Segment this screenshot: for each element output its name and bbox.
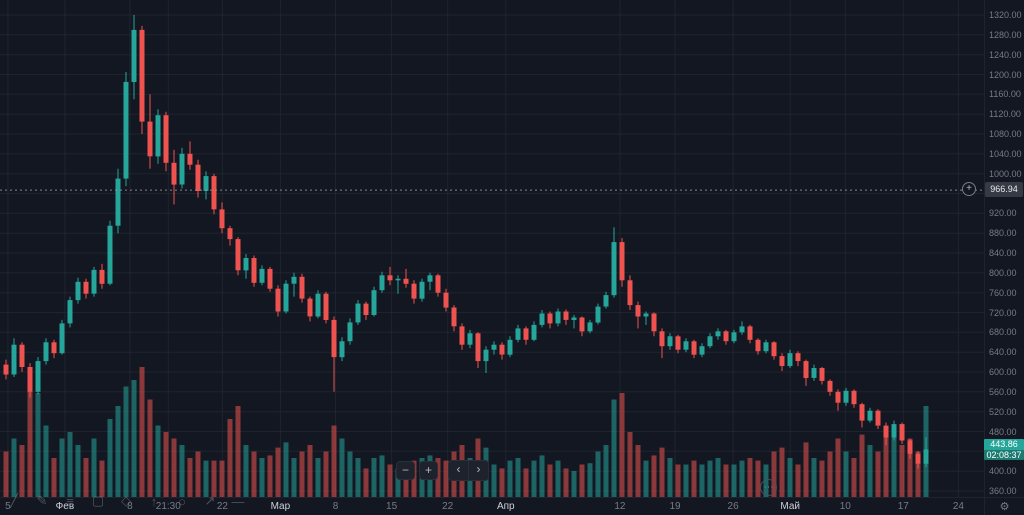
candles: [3, 15, 929, 469]
price-axis-label: 1160.00: [989, 89, 1021, 100]
gear-icon[interactable]: ⚙: [999, 501, 1010, 513]
time-axis-label: 5: [5, 501, 11, 512]
time-axis-label: 8: [127, 501, 133, 512]
more-options-circle-button[interactable]: ⋯: [760, 479, 777, 496]
price-axis-label: 720.00: [989, 307, 1017, 318]
price-axis-label: 1200.00: [989, 69, 1022, 80]
price-axis-label: 400.00: [989, 466, 1017, 477]
price-axis-label: 1240.00: [989, 49, 1022, 60]
time-axis-label: 8: [332, 501, 339, 512]
price-axis-label: 480.00: [989, 426, 1017, 437]
price-axis-label: 1080.00: [989, 129, 1022, 139]
trend-line-icon[interactable]: ╱: [10, 493, 18, 508]
time-axis-label: 21:30: [155, 501, 181, 512]
shapes-icon[interactable]: ◇: [121, 493, 131, 508]
time-axis-label: Май: [780, 501, 800, 512]
price-axis-label: 360.00: [989, 486, 1017, 496]
price-axis-label: 640.00: [989, 347, 1017, 358]
price-axis-label: 560.00: [989, 386, 1017, 397]
price-axis-label: 600.00: [989, 367, 1017, 377]
add-alert-plus-icon[interactable]: +: [962, 182, 976, 197]
time-axis-label: 22: [442, 501, 454, 512]
pencil-draw-icon[interactable]: ✎: [36, 493, 48, 508]
price-axis-label: 920.00: [989, 208, 1017, 219]
axis-corner: ⚙: [984, 497, 1024, 515]
price-axis-label: 520.00: [989, 406, 1017, 417]
pan-left-button[interactable]: ‹: [456, 462, 461, 476]
price-axis-label: 1120.00: [989, 109, 1021, 120]
pan-right-button[interactable]: ›: [476, 462, 481, 476]
price-axis-label: 1000.00: [989, 168, 1022, 179]
time-axis-label: 19: [669, 501, 681, 512]
time-axis-label: 12: [614, 501, 626, 512]
zoom-out-button[interactable]: −: [396, 461, 415, 480]
time-axis-label: 26: [727, 501, 739, 512]
time-axis-label: Апр: [496, 501, 515, 512]
price-axis-label: 1280.00: [989, 29, 1022, 40]
last-price-value: 443.86: [984, 439, 1024, 451]
price-axis-label: 840.00: [989, 248, 1017, 258]
time-axis-label: 24: [952, 501, 964, 512]
price-axis-label: 760.00: [989, 287, 1017, 298]
ellipse-tool-icon[interactable]: ○: [178, 493, 186, 509]
arrow-up-marker-icon[interactable]: ↑: [150, 493, 158, 509]
text-note-icon[interactable]: ▢: [91, 493, 105, 508]
price-axis-label: 880.00: [989, 228, 1017, 239]
drawing-toolbar: ╱ ✎ ≡ ▢ ◇ ↑ ○ ↗ —: [6, 493, 246, 509]
time-axis-label: 15: [386, 501, 398, 512]
price-axis[interactable]: 1320.00 1280.00 1240.00 1200.00 1160.00 1120.…: [984, 0, 1024, 497]
fib-retracement-icon[interactable]: ≡: [66, 493, 74, 509]
time-axis-label: Мар: [270, 501, 291, 512]
time-axis-label: 10: [839, 501, 851, 512]
last-price-label: 443.86 02:08:37: [984, 439, 1024, 461]
zoom-in-button[interactable]: +: [419, 461, 438, 480]
divider: [468, 461, 469, 480]
price-axis-label: 1320.00: [989, 10, 1022, 20]
volume-bars: [3, 367, 929, 497]
time-axis-label: 22: [216, 501, 228, 512]
measure-icon[interactable]: —: [231, 493, 245, 509]
bar-countdown: 02:08:37: [984, 450, 1024, 461]
price-axis-label: 680.00: [989, 327, 1017, 338]
price-axis-label: 1040.00: [989, 148, 1022, 159]
chart-nav-toolbar: − + ‹ ›: [396, 460, 489, 481]
price-line-axis-label[interactable]: 966.94: [985, 182, 1023, 198]
price-axis-label: 800.00: [989, 267, 1017, 278]
time-axis-label: 17: [897, 501, 909, 512]
time-axis[interactable]: 5 Фев 8 21:30 22 Мар 8 15 22 Апр 12 19 26 Май 10 17 24: [0, 497, 984, 515]
trend-arrow-icon[interactable]: ↗: [204, 493, 216, 508]
time-axis-label: Фев: [55, 501, 75, 512]
